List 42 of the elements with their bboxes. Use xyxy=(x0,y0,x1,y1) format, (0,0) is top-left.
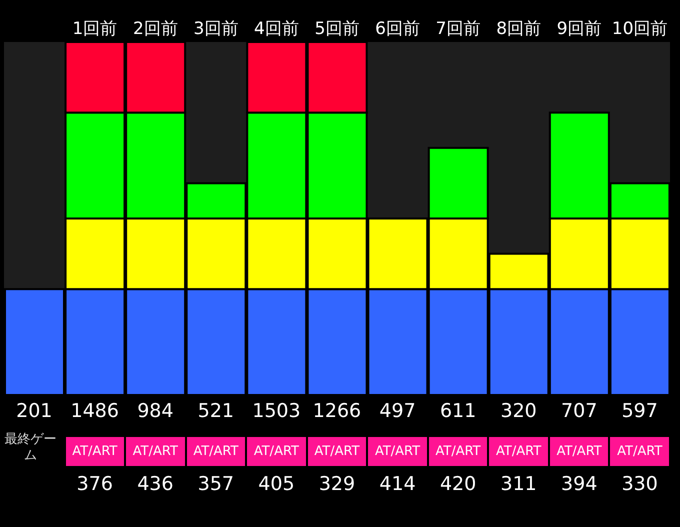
text: 320 xyxy=(499,400,538,422)
text: 611 xyxy=(438,400,478,422)
text: 329 xyxy=(318,473,356,495)
text: 376 xyxy=(76,473,114,495)
text: AT/ART xyxy=(247,437,306,466)
text: AT/ART xyxy=(610,437,669,466)
text: AT/ART xyxy=(428,437,488,466)
text: 420 xyxy=(438,473,478,495)
text: AT/ART xyxy=(186,437,246,466)
text: 1503 xyxy=(251,400,302,422)
x-tick-label: 6回前 xyxy=(375,19,420,39)
text: 最終ゲーム xyxy=(3,432,58,464)
x-tick-label: 10回前 xyxy=(612,19,668,39)
text: 330 xyxy=(620,473,659,495)
text: 984 xyxy=(136,400,174,422)
text: 357 xyxy=(196,473,236,495)
text: 707 xyxy=(560,400,598,422)
text: 497 xyxy=(378,400,417,422)
text: 521 xyxy=(196,400,236,422)
x-tick-label: 8回前 xyxy=(496,19,542,39)
text: 394 xyxy=(560,473,598,495)
text: AT/ART xyxy=(66,437,124,466)
text: AT/ART xyxy=(368,437,427,466)
text: 1266 xyxy=(312,400,362,422)
text: 414 xyxy=(378,473,417,495)
x-tick-label: 3回前 xyxy=(193,19,238,39)
text: AT/ART xyxy=(126,437,185,466)
x-tick-label: 4回前 xyxy=(254,19,299,39)
text: 1486 xyxy=(70,400,120,422)
x-tick-label: 7回前 xyxy=(436,19,481,39)
text: AT/ART xyxy=(550,437,608,466)
x-tick-label: 9回前 xyxy=(556,19,602,39)
text: 436 xyxy=(136,473,174,495)
x-tick-label: 1回前 xyxy=(72,19,118,39)
x-tick-label: 2回前 xyxy=(132,19,178,39)
text: 311 xyxy=(499,473,538,495)
text: AT/ART xyxy=(489,437,548,466)
text: 201 xyxy=(15,400,54,422)
text: 405 xyxy=(257,473,296,495)
text: 597 xyxy=(620,400,659,422)
text: AT/ART xyxy=(308,437,366,466)
x-tick-label: 5回前 xyxy=(314,19,360,39)
